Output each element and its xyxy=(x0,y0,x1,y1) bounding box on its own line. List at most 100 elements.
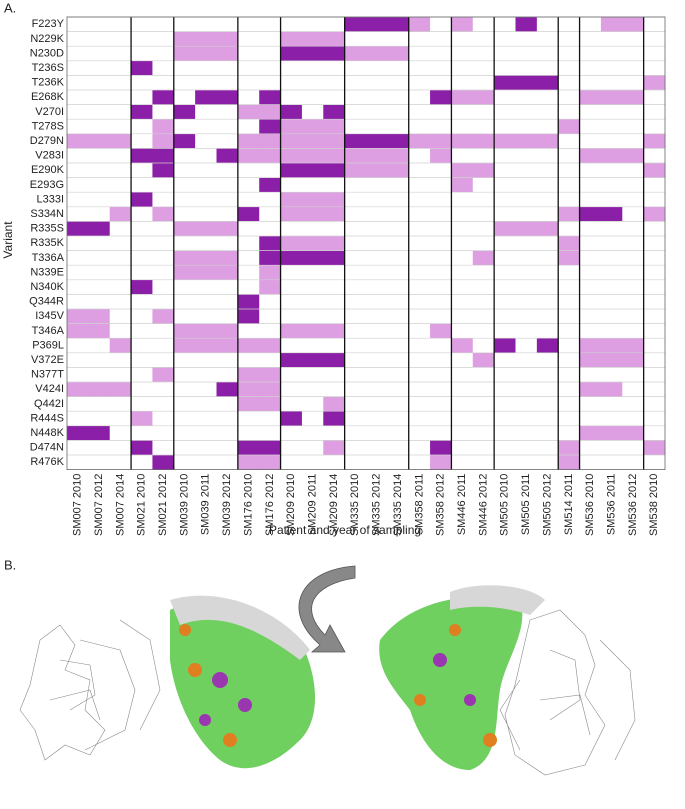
heat-cell xyxy=(387,31,410,47)
row-label: E268K xyxy=(31,91,65,103)
heat-cell xyxy=(515,323,538,339)
heat-cell xyxy=(515,90,538,105)
heat-cell xyxy=(472,411,495,427)
heat-cell xyxy=(408,163,431,178)
heat-cell xyxy=(387,221,410,237)
heat-cell xyxy=(237,133,260,149)
heat-cell xyxy=(494,367,516,383)
heat-cell xyxy=(387,46,410,62)
heat-cell xyxy=(494,411,516,427)
heat-cell xyxy=(173,148,196,164)
heat-cell xyxy=(152,396,175,412)
heat-cell xyxy=(152,440,175,456)
heat-cell xyxy=(387,323,410,339)
heat-cell xyxy=(622,221,644,237)
heat-cell xyxy=(259,352,281,368)
heat-cell xyxy=(600,279,623,295)
heat-cell xyxy=(579,425,602,441)
heat-cell xyxy=(259,133,281,149)
heat-cell xyxy=(622,236,644,251)
heat-cell xyxy=(216,163,239,178)
column-label: SM176 2010 xyxy=(242,474,254,536)
heat-cell xyxy=(344,90,367,105)
heat-cell xyxy=(109,294,132,310)
heat-cell xyxy=(280,90,303,105)
heat-cell xyxy=(536,206,559,222)
heat-cell xyxy=(109,236,132,251)
heat-cell xyxy=(109,250,132,266)
heat-cell xyxy=(131,177,153,193)
heat-cell xyxy=(88,31,111,47)
heat-cell xyxy=(600,425,623,441)
heat-cell xyxy=(515,75,538,91)
column-label: SM446 2011 xyxy=(456,474,468,536)
heat-cell xyxy=(643,46,666,62)
heat-cell xyxy=(301,338,324,354)
heat-cell xyxy=(152,177,175,193)
heat-cell xyxy=(88,265,111,281)
heat-cell xyxy=(301,90,324,105)
heat-cell xyxy=(600,411,623,427)
heat-cell xyxy=(366,60,388,76)
heat-cell xyxy=(579,177,602,193)
heat-cell xyxy=(622,279,644,295)
heat-cell xyxy=(451,90,474,105)
heat-cell xyxy=(88,75,111,91)
heat-cell xyxy=(280,309,303,324)
heat-cell xyxy=(515,309,538,324)
heat-cell xyxy=(366,236,388,251)
heat-cell xyxy=(237,90,260,105)
heat-cell xyxy=(366,455,388,470)
heat-cell xyxy=(259,46,281,62)
heat-cell xyxy=(558,148,580,164)
heat-cell xyxy=(131,396,153,412)
heat-cell xyxy=(579,367,602,383)
heat-cell xyxy=(301,177,324,193)
heat-cell xyxy=(387,455,410,470)
heat-cell xyxy=(387,75,410,91)
heat-cell xyxy=(173,221,196,237)
heat-cell xyxy=(366,382,388,397)
heat-cell xyxy=(643,133,666,149)
column-label: SM536 2012 xyxy=(627,474,639,536)
heat-cell xyxy=(237,148,260,164)
heat-cell xyxy=(472,294,495,310)
heat-cell xyxy=(109,60,132,76)
heat-cell xyxy=(558,17,580,32)
heat-cell xyxy=(366,265,388,281)
heat-cell xyxy=(622,382,644,397)
heat-cell xyxy=(131,90,153,105)
heat-cell xyxy=(280,163,303,178)
heat-cell xyxy=(622,309,644,324)
heat-cell xyxy=(67,294,89,310)
heat-cell xyxy=(366,31,388,47)
heat-cell xyxy=(152,221,175,237)
heat-cell xyxy=(366,279,388,295)
heat-cell xyxy=(216,206,239,222)
heat-cell xyxy=(472,60,495,76)
heat-cell xyxy=(237,323,260,339)
heat-cell xyxy=(301,279,324,295)
heat-cell xyxy=(366,46,388,62)
heat-cell xyxy=(67,382,89,397)
heat-cell xyxy=(109,31,132,47)
heat-cell xyxy=(472,163,495,178)
heat-cell xyxy=(109,309,132,324)
row-label: T236K xyxy=(32,77,65,89)
heat-cell xyxy=(195,323,217,339)
heat-cell xyxy=(494,90,516,105)
heat-cell xyxy=(366,104,388,120)
protein-structures xyxy=(19,565,636,776)
heat-cell xyxy=(88,148,111,164)
heat-cell xyxy=(366,75,388,91)
heat-cell xyxy=(366,133,388,149)
heat-cell xyxy=(131,294,153,310)
heat-cell xyxy=(451,265,474,281)
heat-cell xyxy=(301,60,324,76)
heat-cell xyxy=(472,440,495,456)
heat-cell xyxy=(472,75,495,91)
heat-cell xyxy=(494,133,516,149)
heat-cell xyxy=(67,104,89,120)
heat-cell xyxy=(131,206,153,222)
heat-cell xyxy=(430,31,452,47)
